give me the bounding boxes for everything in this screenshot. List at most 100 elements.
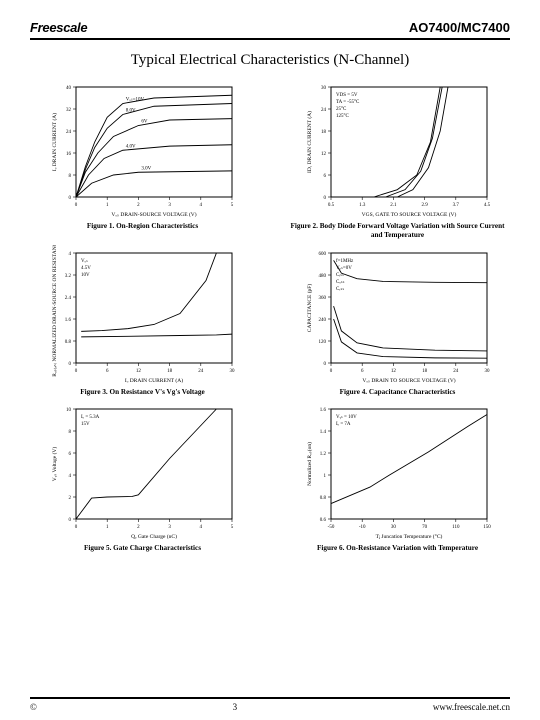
svg-text:Vₒₛ=0V: Vₒₛ=0V [336, 266, 352, 271]
page-footer: © 3 www.freescale.net.cn [30, 697, 510, 712]
svg-text:TA = -55°C: TA = -55°C [336, 100, 360, 105]
section-title: Typical Electrical Characteristics (N-Ch… [30, 52, 510, 69]
svg-text:32: 32 [66, 108, 72, 113]
svg-text:Cᵣₛₛ: Cᵣₛₛ [336, 287, 344, 292]
svg-text:Normalized Rₒₛ(on): Normalized Rₒₛ(on) [306, 442, 313, 486]
svg-text:VDS = 5V: VDS = 5V [336, 93, 358, 98]
figure-1: 0123450816243240Vₒₛ DRAIN-SOURCE VOLTAGE… [30, 79, 255, 241]
svg-text:0: 0 [68, 362, 71, 367]
svg-text:30: 30 [229, 369, 235, 374]
svg-text:3.0V: 3.0V [141, 166, 151, 171]
svg-text:3: 3 [168, 203, 171, 208]
figure-caption-3: Figure 3. On Resistance V's Vg's Voltage [80, 388, 204, 397]
svg-text:Vₒₛ DRAIN-SOURCE VOLTAGE (V): Vₒₛ DRAIN-SOURCE VOLTAGE (V) [111, 211, 196, 218]
svg-text:2: 2 [68, 496, 71, 501]
svg-text:10: 10 [66, 408, 72, 413]
svg-text:4.5: 4.5 [483, 203, 490, 208]
svg-text:8: 8 [68, 174, 71, 179]
svg-text:-10: -10 [358, 525, 365, 530]
svg-text:6: 6 [323, 174, 326, 179]
svg-text:Iₒ DRAIN CURRENT (A): Iₒ DRAIN CURRENT (A) [124, 377, 182, 384]
svg-text:0.8: 0.8 [319, 496, 326, 501]
svg-text:ID, DRAIN CURRENT (A): ID, DRAIN CURRENT (A) [306, 111, 313, 173]
svg-text:240: 240 [318, 318, 326, 323]
svg-text:3.2: 3.2 [64, 274, 71, 279]
svg-text:3: 3 [168, 525, 171, 530]
figure-caption-4: Figure 4. Capacitance Characteristics [340, 388, 456, 397]
chart-1: 0123450816243240Vₒₛ DRAIN-SOURCE VOLTAGE… [48, 79, 238, 219]
svg-text:2.1: 2.1 [390, 203, 397, 208]
svg-text:2.9: 2.9 [421, 203, 428, 208]
svg-text:6: 6 [68, 452, 71, 457]
svg-text:30: 30 [321, 86, 327, 91]
svg-text:5: 5 [230, 203, 233, 208]
svg-text:30: 30 [484, 369, 490, 374]
svg-text:f=1MHz: f=1MHz [336, 259, 354, 264]
svg-text:Iₒ = 7A: Iₒ = 7A [336, 422, 351, 427]
svg-text:16: 16 [66, 152, 72, 157]
svg-text:110: 110 [452, 525, 460, 530]
page-header: Freescale AO7400/MC7400 [30, 20, 510, 40]
svg-text:600: 600 [318, 252, 326, 257]
svg-text:0.6: 0.6 [319, 518, 326, 523]
svg-text:120: 120 [318, 340, 326, 345]
svg-text:Vₒₛ=10V: Vₒₛ=10V [125, 98, 144, 103]
svg-text:25°C: 25°C [336, 107, 347, 112]
svg-text:4: 4 [68, 474, 71, 479]
chart-4: 06121824300120240360480600Vₒₛ DRAIN TO S… [303, 245, 493, 385]
figure-5: 0123450246810Qᵧ Gate Charge (nC)Vᵧₛ Volt… [30, 401, 255, 553]
svg-text:0: 0 [74, 369, 77, 374]
svg-text:8: 8 [68, 430, 71, 435]
svg-text:2: 2 [137, 203, 140, 208]
svg-text:4: 4 [68, 252, 71, 257]
svg-text:2.4: 2.4 [64, 296, 71, 301]
figure-4: 06121824300120240360480600Vₒₛ DRAIN TO S… [285, 245, 510, 397]
svg-text:0: 0 [323, 362, 326, 367]
figure-caption-1: Figure 1. On-Region Characteristics [87, 222, 198, 231]
svg-text:70: 70 [422, 525, 428, 530]
svg-text:18: 18 [321, 130, 327, 135]
svg-text:24: 24 [321, 108, 327, 113]
svg-text:-50: -50 [327, 525, 334, 530]
figures-grid: 0123450816243240Vₒₛ DRAIN-SOURCE VOLTAGE… [30, 79, 510, 553]
svg-text:24: 24 [66, 130, 72, 135]
svg-text:1.6: 1.6 [319, 408, 326, 413]
svg-text:0: 0 [68, 518, 71, 523]
svg-text:30: 30 [390, 525, 396, 530]
svg-text:VGS, GATE TO SOURCE VOLTAGE (V: VGS, GATE TO SOURCE VOLTAGE (V) [361, 211, 456, 218]
svg-text:18: 18 [422, 369, 428, 374]
svg-text:Cₒₛₛ: Cₒₛₛ [336, 280, 345, 285]
svg-text:6: 6 [360, 369, 363, 374]
svg-text:6V: 6V [141, 120, 148, 125]
svg-text:6: 6 [105, 369, 108, 374]
svg-text:24: 24 [198, 369, 204, 374]
svg-text:12: 12 [135, 369, 141, 374]
page-number: 3 [233, 702, 238, 712]
svg-text:Vᵧₛ = 10V: Vᵧₛ = 10V [336, 415, 357, 420]
part-number: AO7400/MC7400 [409, 20, 510, 35]
svg-text:Iₒ DRAIN CURRENT (A): Iₒ DRAIN CURRENT (A) [51, 113, 58, 171]
svg-text:0: 0 [68, 196, 71, 201]
svg-text:Tⱼ Juncation Temperature (°C): Tⱼ Juncation Temperature (°C) [375, 533, 442, 540]
svg-text:8.0V: 8.0V [125, 109, 135, 114]
svg-text:18: 18 [167, 369, 173, 374]
svg-text:Cᵢₛₛ: Cᵢₛₛ [336, 273, 344, 278]
svg-text:10V: 10V [81, 273, 90, 278]
svg-text:3.7: 3.7 [452, 203, 459, 208]
svg-text:12: 12 [321, 152, 327, 157]
svg-text:4: 4 [199, 525, 202, 530]
svg-text:Rₒₛ₍ₒₙ₎ NORMALIZED DRAIN-SOURC: Rₒₛ₍ₒₙ₎ NORMALIZED DRAIN-SOURCE ON RESIS… [52, 245, 58, 377]
figure-caption-2: Figure 2. Body Diode Forward Voltage Var… [285, 222, 510, 241]
svg-text:40: 40 [66, 86, 72, 91]
figure-6: -50-1030701101500.60.811.21.41.6Tⱼ Junca… [285, 401, 510, 553]
svg-text:0: 0 [329, 369, 332, 374]
svg-text:125°C: 125°C [336, 114, 349, 119]
footer-url: www.freescale.net.cn [433, 702, 510, 712]
svg-text:4.5V: 4.5V [81, 266, 91, 271]
svg-text:2: 2 [137, 525, 140, 530]
figure-caption-6: Figure 6. On-Resistance Variation with T… [317, 544, 478, 553]
svg-text:360: 360 [318, 296, 326, 301]
svg-text:1.2: 1.2 [319, 452, 326, 457]
svg-text:15V: 15V [81, 422, 90, 427]
svg-text:150: 150 [483, 525, 491, 530]
